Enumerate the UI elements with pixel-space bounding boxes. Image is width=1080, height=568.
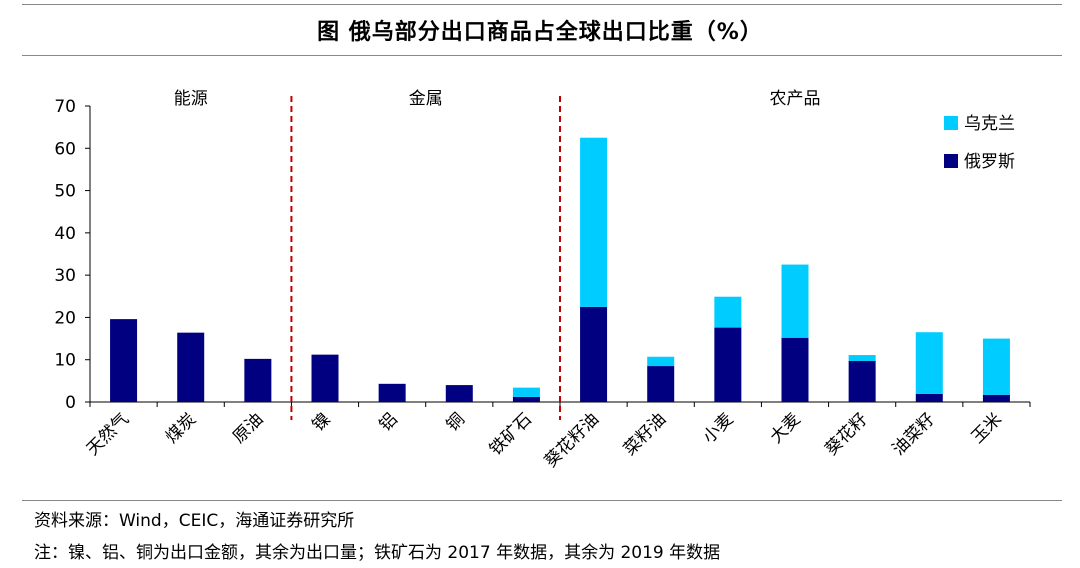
bar-乌克兰-油菜籽 [915, 332, 943, 394]
x-tick-label: 铜 [443, 409, 469, 435]
bar-俄罗斯-油菜籽 [915, 393, 943, 402]
x-tick-label: 油菜籽 [889, 409, 939, 459]
bar-乌克兰-玉米 [982, 338, 1010, 395]
y-tick-label: 70 [54, 97, 76, 117]
bar-俄罗斯-铁矿石 [512, 396, 540, 402]
bar-乌克兰-菜籽油 [647, 356, 675, 367]
y-tick-label: 30 [54, 266, 76, 286]
bar-乌克兰-大麦 [781, 264, 809, 338]
group-label: 金属 [409, 89, 443, 109]
group-label: 农产品 [770, 89, 821, 109]
chart-title: 图 俄乌部分出口商品占全球出口比重（%） [317, 20, 763, 45]
legend-label: 乌克兰 [964, 114, 1015, 134]
legend-label: 俄罗斯 [964, 152, 1015, 172]
bar-俄罗斯-菜籽油 [647, 366, 675, 402]
y-tick-label: 0 [65, 393, 76, 413]
x-tick-label: 葵花籽油 [541, 409, 603, 471]
x-tick-label: 煤炭 [162, 409, 200, 447]
bar-俄罗斯-铝 [378, 383, 406, 402]
title-rule [22, 55, 1062, 56]
bar-俄罗斯-镍 [311, 354, 339, 402]
x-tick-label: 铁矿石 [486, 409, 536, 459]
group-label: 能源 [174, 89, 208, 109]
legend-swatch [944, 116, 958, 130]
bar-俄罗斯-铜 [445, 385, 473, 402]
x-tick-label: 大麦 [766, 409, 804, 447]
bar-乌克兰-铁矿石 [512, 387, 540, 397]
y-tick-label: 10 [54, 351, 76, 371]
y-tick-label: 50 [54, 182, 76, 202]
x-tick-label: 镍 [308, 409, 334, 435]
bar-乌克兰-葵花籽 [848, 355, 876, 361]
bottom-rule [22, 500, 1062, 501]
bar-俄罗斯-天然气 [110, 319, 138, 402]
bar-俄罗斯-小麦 [714, 327, 742, 402]
x-tick-label: 葵花籽 [821, 409, 871, 459]
x-tick-label: 菜籽油 [620, 409, 670, 459]
x-tick-label: 小麦 [699, 409, 737, 447]
x-tick-label: 天然气 [83, 409, 133, 459]
bar-乌克兰-葵花籽油 [580, 137, 608, 307]
bar-俄罗斯-葵花籽油 [580, 306, 608, 402]
bar-俄罗斯-玉米 [982, 394, 1010, 402]
x-tick-label: 铝 [376, 409, 402, 435]
y-tick-label: 40 [54, 224, 76, 244]
source-note: 资料来源：Wind，CEIC，海通证券研究所 [34, 511, 355, 531]
bar-俄罗斯-大麦 [781, 337, 809, 402]
legend-swatch [944, 154, 958, 168]
bar-俄罗斯-原油 [244, 358, 272, 402]
top-rule [22, 4, 1062, 5]
bar-俄罗斯-葵花籽 [848, 360, 876, 402]
x-tick-label: 玉米 [968, 409, 1006, 447]
bar-俄罗斯-煤炭 [177, 332, 205, 402]
footnote: 注：镍、铝、铜为出口金额，其余为出口量；铁矿石为 2017 年数据，其余为 20… [34, 543, 721, 563]
x-tick-label: 原油 [229, 409, 267, 447]
chart-plot: 0 10 20 30 40 50 60 70 天然气 煤炭 原油 镍 铝 铜铁矿石 葵花籽油 菜籽油 小麦 大麦葵… [54, 89, 1031, 472]
y-tick-label: 20 [54, 308, 76, 328]
bar-乌克兰-小麦 [714, 296, 742, 328]
y-tick-label: 60 [54, 139, 76, 159]
